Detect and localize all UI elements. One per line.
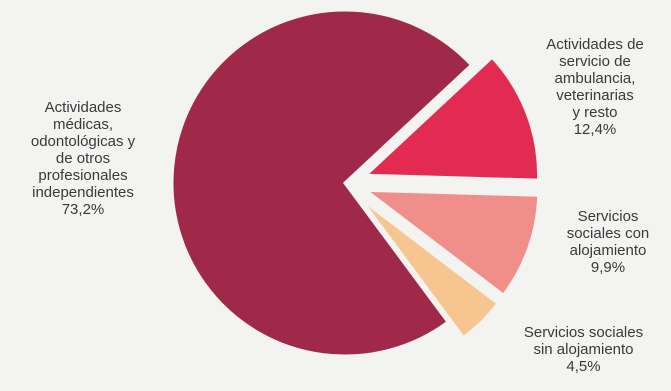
label-line: independientes [32, 184, 134, 201]
pie-slice-1 [361, 55, 541, 182]
label-line: Servicios sociales [523, 324, 644, 341]
value-label: 9,9% [590, 259, 626, 276]
label-line: alojamiento [569, 242, 647, 259]
label-line: profesionales [38, 167, 128, 184]
value-label: 73,2% [61, 201, 105, 218]
label-line: y resto [572, 104, 618, 121]
pie-slice-2 [361, 188, 541, 298]
label-line: de otros [55, 150, 111, 167]
label-line: sociales con [566, 225, 650, 242]
label-line: Servicios [577, 208, 639, 225]
label-servicios-sociales-sin-alojamiento: Servicios sociales sin alojamiento 4,5% [496, 324, 671, 375]
label-line: servicio de [559, 53, 631, 70]
pie-slice-3 [359, 197, 501, 340]
label-line: médicas, [52, 116, 114, 133]
label-line: veterinarias [556, 87, 634, 104]
label-servicios-sociales-con-alojamiento: Servicios sociales con alojamiento 9,9% [548, 208, 668, 276]
label-line: odontológicas y [30, 133, 136, 150]
label-line: sin alojamiento [533, 341, 634, 358]
label-line: Actividades [44, 99, 122, 116]
label-actividades-medicas: Actividades médicas, odontológicas y de … [2, 99, 164, 218]
value-label: 4,5% [566, 358, 601, 375]
label-line: Actividades de [546, 36, 644, 53]
value-label: 12,4% [573, 121, 617, 138]
pie-slice-0 [170, 8, 474, 358]
label-actividades-servicio-ambulancia: Actividades de servicio de ambulancia, v… [520, 36, 670, 138]
label-line: ambulancia, [554, 70, 636, 87]
